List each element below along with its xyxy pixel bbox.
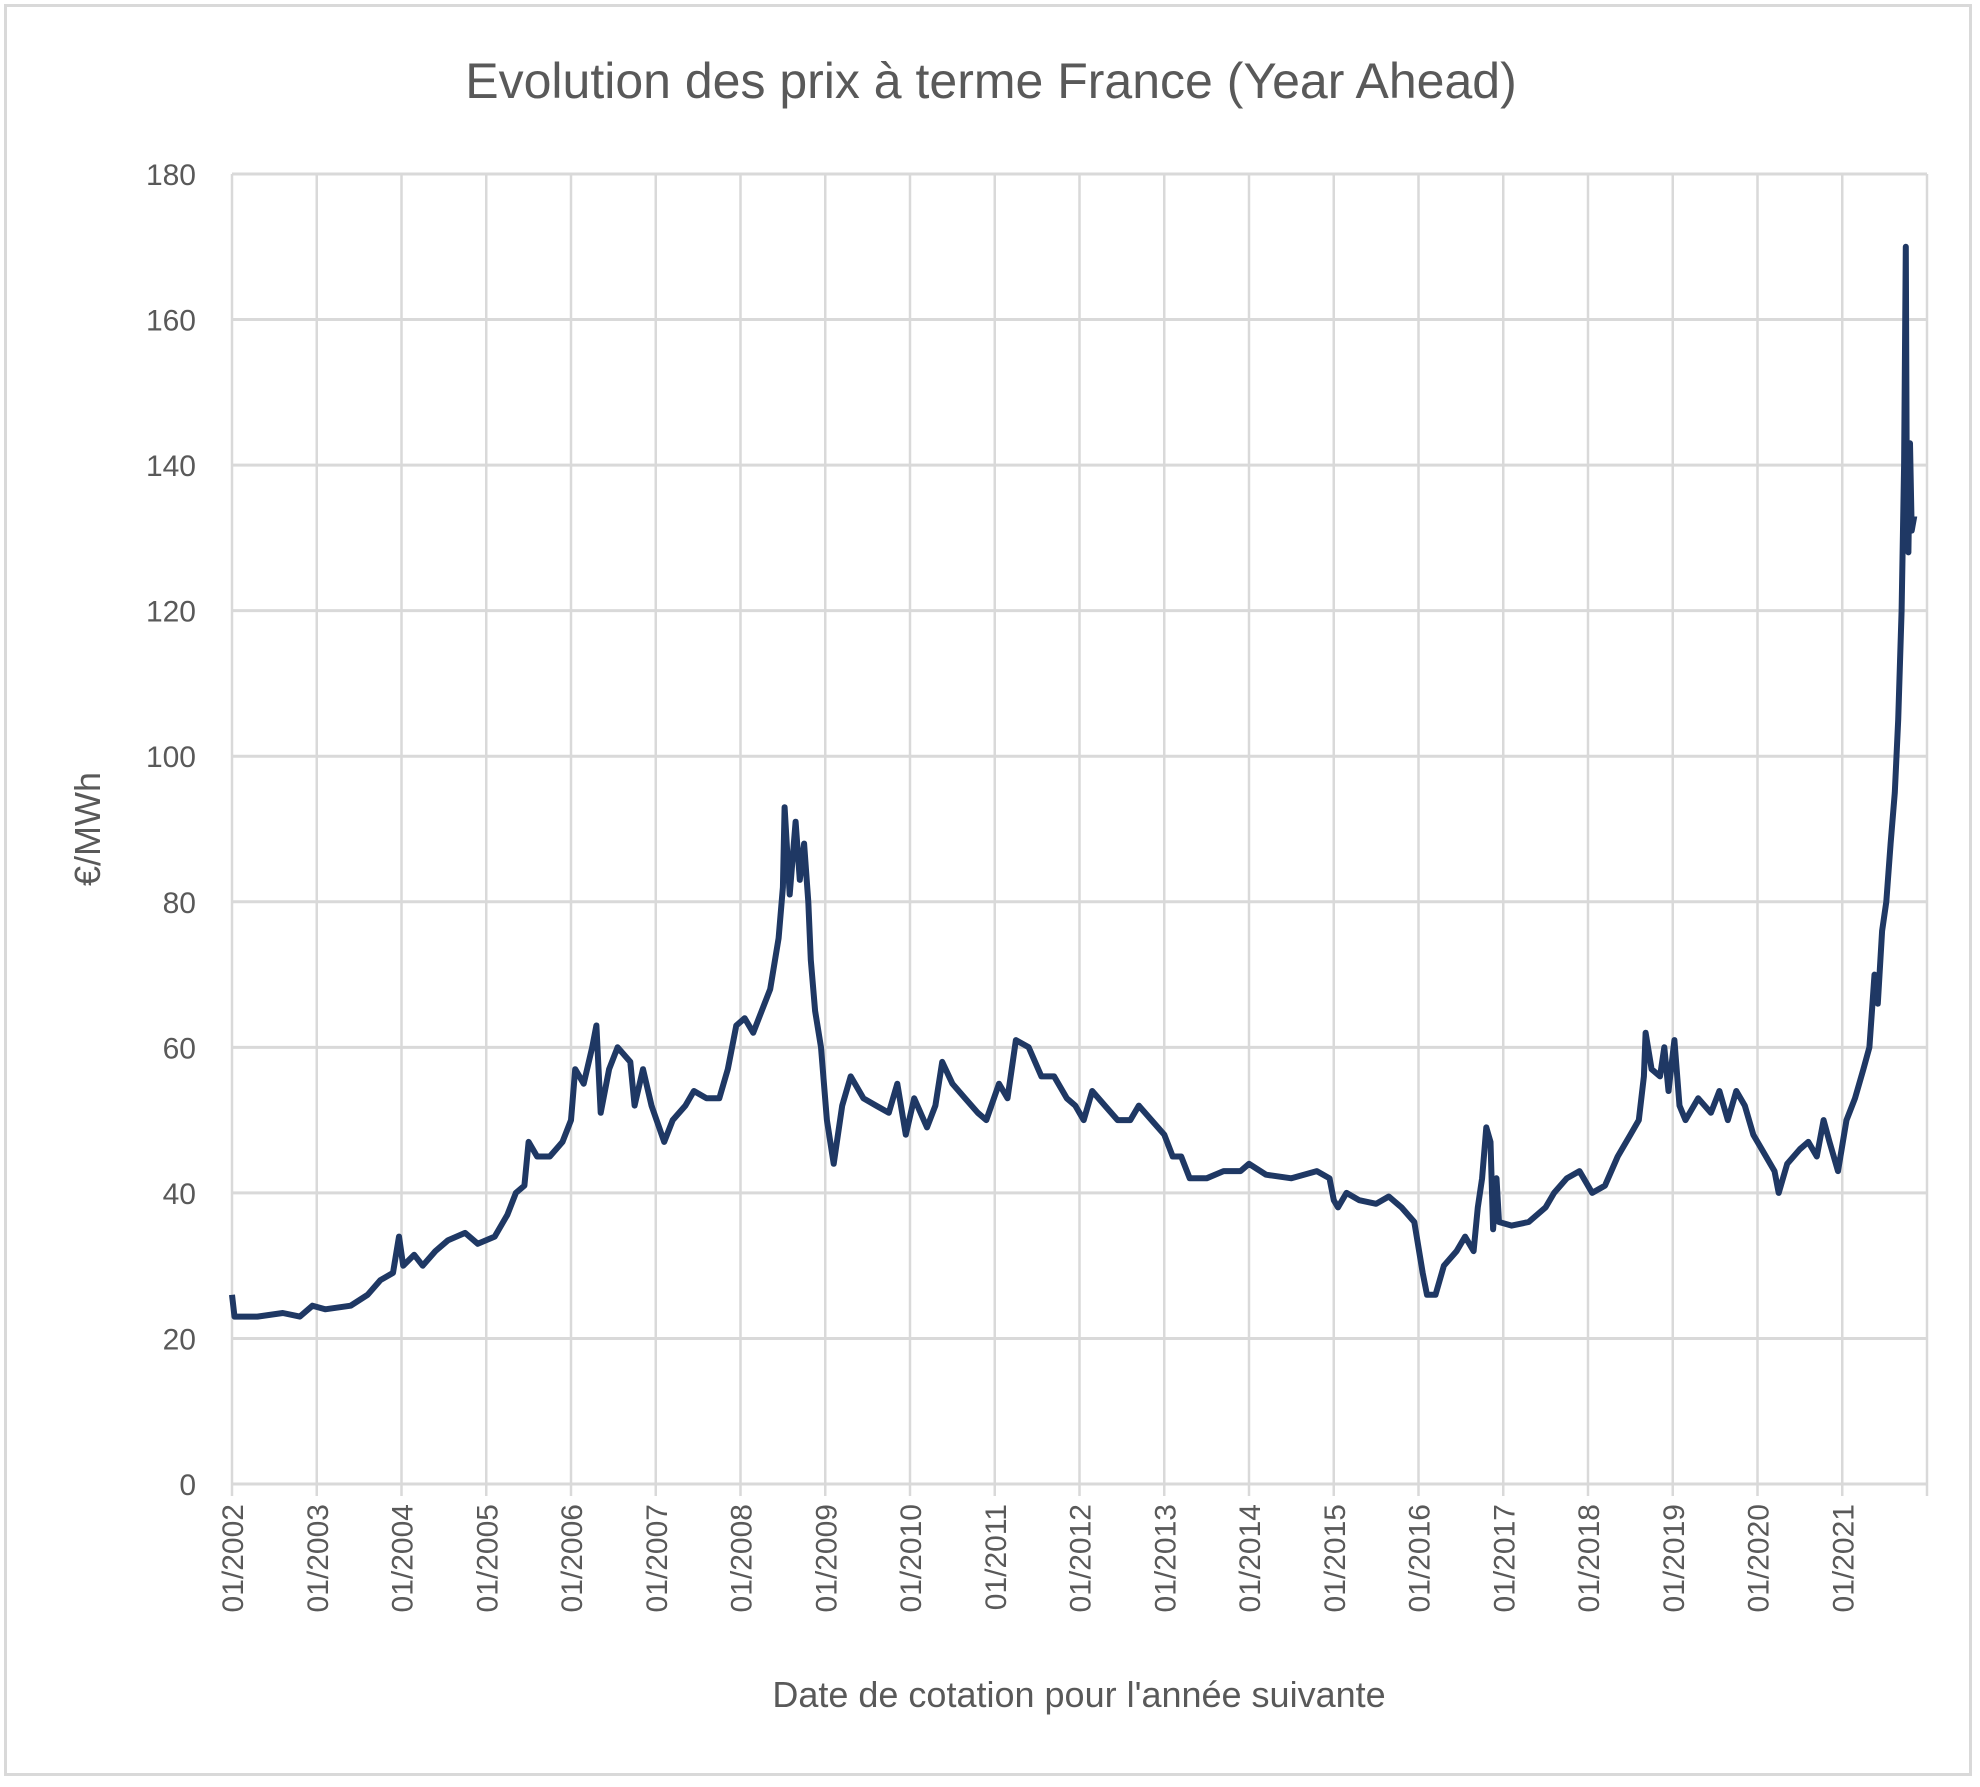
x-tick-label: 01/2013 xyxy=(1149,1504,1182,1612)
y-tick-labels: 0 20 40 60 80 100 120 140 160 180 xyxy=(146,159,196,1502)
grid xyxy=(230,172,1929,1496)
x-tick-label: 01/2012 xyxy=(1065,1504,1098,1612)
x-tick-label: 01/2021 xyxy=(1827,1504,1860,1612)
y-tick-label: 160 xyxy=(146,305,196,338)
y-tick-label: 120 xyxy=(146,596,196,629)
x-tick-label: 01/2014 xyxy=(1234,1504,1267,1612)
chart-frame xyxy=(4,4,1972,1776)
y-tick-label: 80 xyxy=(163,887,196,920)
x-tick-label: 01/2018 xyxy=(1573,1504,1606,1612)
y-tick-label: 0 xyxy=(179,1469,196,1502)
y-tick-label: 40 xyxy=(163,1178,196,1211)
series-line xyxy=(229,243,1918,1320)
x-tick-label: 01/2003 xyxy=(302,1504,335,1612)
x-tick-label: 01/2010 xyxy=(895,1504,928,1612)
y-axis-label: €/MWh xyxy=(67,772,108,886)
y-tick-label: 20 xyxy=(163,1323,196,1356)
y-tick-label: 140 xyxy=(146,450,196,483)
x-tick-label: 01/2016 xyxy=(1404,1504,1437,1612)
x-tick-label: 01/2008 xyxy=(726,1504,759,1612)
x-tick-label: 01/2007 xyxy=(641,1504,674,1612)
x-tick-label: 01/2019 xyxy=(1658,1504,1691,1612)
chart-title: Evolution des prix à terme France (Year … xyxy=(465,53,1517,109)
x-tick-label: 01/2017 xyxy=(1488,1504,1521,1612)
x-tick-label: 01/2009 xyxy=(810,1504,843,1612)
x-tick-label: 01/2015 xyxy=(1319,1504,1352,1612)
x-tick-labels: 01/2002 01/2003 01/2004 01/2005 01/2006 01/20… xyxy=(217,1504,1860,1612)
x-tick-label: 01/2011 xyxy=(980,1504,1013,1610)
x-axis-label: Date de cotation pour l'année suivante xyxy=(772,1674,1385,1715)
y-tick-label: 60 xyxy=(163,1032,196,1065)
x-tick-label: 01/2004 xyxy=(387,1504,420,1612)
x-tick-label: 01/2020 xyxy=(1743,1504,1776,1612)
x-tick-label: 01/2002 xyxy=(217,1504,250,1612)
x-tick-label: 01/2006 xyxy=(556,1504,589,1612)
x-tick-label: 01/2005 xyxy=(471,1504,504,1612)
y-tick-label: 100 xyxy=(146,741,196,774)
y-tick-label: 180 xyxy=(146,159,196,192)
